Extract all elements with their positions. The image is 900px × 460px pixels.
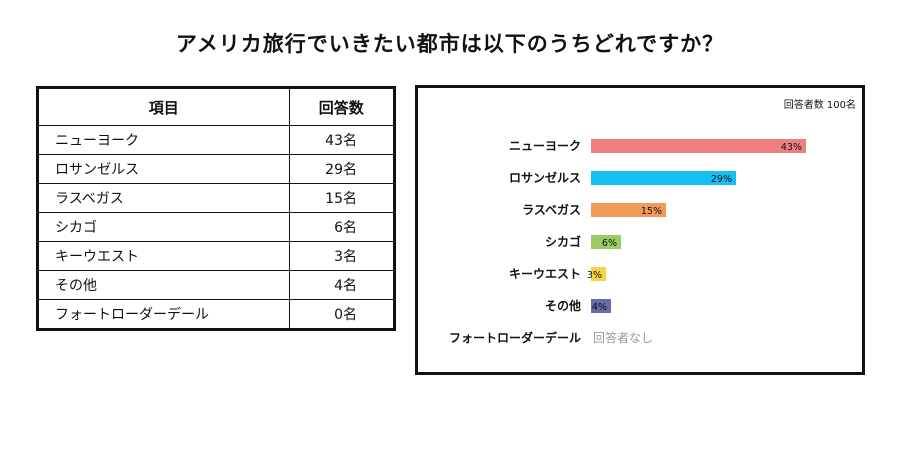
bar-row-2	[591, 203, 666, 217]
table-row: フォートローダーデール 0名	[37, 299, 396, 330]
bar-row-5	[591, 299, 611, 313]
table-cell-count: 3名	[288, 241, 396, 271]
bar-row-0	[591, 139, 806, 153]
table-header-row: 項目 回答数	[37, 87, 396, 126]
value-label-row-2: 15%	[641, 206, 662, 217]
table-cell-item: ラスベガス	[37, 183, 290, 213]
category-label-row-6: フォートローダーデール	[449, 330, 581, 345]
value-label-row-6: 回答者なし	[593, 330, 653, 345]
table-cell-item: その他	[37, 270, 290, 300]
table-row: ロサンゼルス 29名	[37, 154, 396, 184]
table-cell-count: 4名	[288, 270, 396, 300]
table-row: キーウエスト 3名	[37, 241, 396, 271]
category-label-row-0: ニューヨーク	[509, 139, 581, 153]
value-label-row-5: 4%	[592, 302, 607, 313]
bar-row-4	[591, 267, 606, 281]
table-row: ラスベガス 15名	[37, 183, 396, 213]
value-label-row-1: 29%	[711, 174, 732, 185]
table-cell-count: 0名	[288, 299, 396, 330]
table-cell-count: 15名	[288, 183, 396, 213]
table-row: その他 4名	[37, 270, 396, 300]
page-title: アメリカ旅行でいきたい都市は以下のうちどれですか？	[175, 32, 725, 56]
bar-chart-panel: 回答者数 100名 ニューヨーク 43% ロサンゼルス 29% ラスベガス 15% シカゴ 6…	[415, 85, 865, 375]
category-label-row-2: ラスベガス	[522, 202, 581, 217]
category-label-row-3: シカゴ	[545, 234, 581, 249]
table-row: シカゴ 6名	[37, 212, 396, 242]
table-cell-item: キーウエスト	[37, 241, 290, 271]
table-cell-item: ニューヨーク	[37, 125, 290, 155]
category-label-row-1: ロサンゼルス	[509, 170, 581, 185]
bar-chart: ニューヨーク 43% ロサンゼルス 29% ラスベガス 15% シカゴ 6% キーウエスト 3% そ…	[449, 139, 806, 345]
table-cell-item: シカゴ	[37, 212, 290, 242]
bar-row-3	[591, 235, 621, 249]
value-label-row-3: 6%	[602, 238, 617, 249]
table-cell-item: フォートローダーデール	[37, 299, 290, 330]
header-item: 項目	[37, 87, 290, 126]
category-label-row-5: その他	[545, 298, 581, 313]
table-cell-count: 43名	[288, 125, 396, 155]
value-label-row-0: 43%	[781, 142, 802, 153]
table-cell-item: ロサンゼルス	[37, 154, 290, 184]
table-cell-count: 29名	[288, 154, 396, 184]
value-label-row-4: 3%	[587, 270, 602, 281]
header-count: 回答数	[288, 87, 396, 126]
respondent-count-note: 回答者数 100名	[783, 100, 856, 111]
results-table: 項目 回答数 ニューヨーク 43名 ロサンゼルス 29名 ラスベガス 15名 シ…	[36, 86, 396, 331]
category-label-row-4: キーウエスト	[509, 267, 581, 281]
table-cell-count: 6名	[288, 212, 396, 242]
table-row: ニューヨーク 43名	[37, 125, 396, 155]
bar-row-1	[591, 171, 736, 185]
